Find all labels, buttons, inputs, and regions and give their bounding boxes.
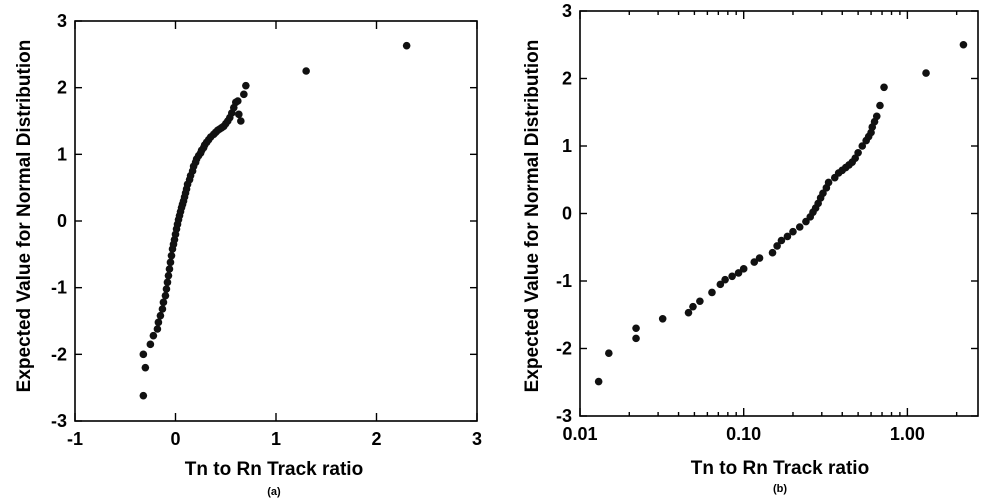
data-point-b-38 — [854, 148, 862, 157]
x-tick-label-a-0: -1 — [67, 429, 83, 449]
x-tick-label-a-3: 2 — [371, 429, 381, 449]
data-point-a-9 — [159, 298, 168, 307]
y-tick-label-a-5: 2 — [57, 78, 67, 98]
data-point-a-0 — [139, 391, 148, 400]
y-tick-label-a-0: -3 — [51, 411, 67, 431]
data-point-b-5 — [684, 308, 693, 317]
data-point-a-63 — [242, 81, 250, 90]
data-point-a-15 — [166, 258, 175, 267]
y-tick-label-b-0: -3 — [556, 406, 572, 426]
points-a — [139, 41, 411, 400]
plot-frame-a — [74, 20, 478, 422]
x-axis-label-a: Tn to Rn Track ratio — [185, 459, 363, 480]
y-tick-label-a-1: -2 — [51, 344, 67, 364]
data-point-b-17 — [773, 242, 781, 250]
x-tick-label-b-0: 0.01 — [562, 424, 597, 444]
data-point-a-61 — [237, 117, 245, 125]
data-point-b-18 — [777, 236, 786, 245]
data-point-b-9 — [716, 280, 725, 289]
plot-frame-b — [579, 10, 979, 417]
y-axis-label-a: Expected Value for Normal Distribution — [14, 40, 35, 393]
data-point-b-46 — [876, 101, 884, 110]
data-point-b-4 — [658, 315, 667, 323]
data-point-b-12 — [734, 269, 743, 277]
data-point-b-21 — [795, 223, 804, 231]
data-point-b-2 — [632, 334, 640, 343]
data-point-a-6 — [154, 318, 163, 327]
data-point-b-13 — [739, 265, 748, 273]
data-point-a-60 — [235, 110, 243, 119]
data-point-a-16 — [167, 251, 176, 260]
y-tick-label-b-3: 0 — [562, 204, 572, 224]
data-point-b-49 — [959, 40, 968, 49]
panel-label-b: (b) — [773, 483, 787, 495]
data-point-b-45 — [872, 112, 881, 121]
data-point-b-0 — [594, 377, 603, 386]
data-point-b-11 — [728, 272, 736, 281]
data-point-a-7 — [156, 311, 165, 320]
data-point-a-12 — [163, 278, 172, 287]
ticks-b: -3 -2 -1 0 1 2 3 0.01 0.10 1.00 — [556, 1, 978, 444]
data-point-a-65 — [402, 41, 411, 50]
data-point-a-11 — [162, 285, 171, 293]
data-point-a-13 — [164, 271, 173, 280]
y-tick-label-a-4: 1 — [57, 144, 67, 164]
data-point-a-8 — [158, 305, 167, 313]
y-tick-label-a-6: 3 — [57, 11, 67, 31]
data-point-a-62 — [240, 90, 248, 99]
x-tick-label-a-1: 0 — [170, 429, 180, 449]
data-point-a-4 — [149, 331, 158, 340]
data-point-a-5 — [153, 325, 162, 333]
data-point-b-6 — [689, 302, 697, 311]
data-point-b-7 — [696, 297, 704, 306]
data-point-b-14 — [750, 258, 759, 266]
panel-label-a: (a) — [267, 486, 281, 498]
x-tick-label-b-2: 1.00 — [890, 424, 925, 444]
data-point-a-64 — [302, 67, 310, 75]
x-axis-label-b: Tn to Rn Track ratio — [691, 458, 869, 479]
y-axis-label-b: Expected Value for Normal Distribution — [522, 40, 543, 393]
data-point-a-2 — [141, 363, 150, 372]
data-point-a-59 — [234, 97, 242, 105]
y-tick-label-a-3: 0 — [57, 211, 67, 231]
data-point-b-15 — [755, 254, 764, 262]
y-tick-label-b-4: 1 — [562, 136, 572, 156]
data-point-b-16 — [768, 248, 777, 257]
ticks-a: -3 -2 -1 0 1 2 3 -1 0 1 2 3 — [51, 11, 482, 449]
data-point-b-47 — [880, 83, 888, 92]
data-point-b-8 — [708, 288, 716, 297]
data-point-b-3 — [632, 324, 640, 333]
data-point-a-14 — [165, 265, 174, 273]
data-point-b-28 — [819, 189, 827, 198]
x-tick-label-b-1: 0.10 — [726, 424, 761, 444]
y-tick-label-b-6: 3 — [562, 1, 572, 21]
data-point-b-19 — [783, 232, 792, 241]
data-point-b-48 — [922, 69, 930, 77]
chart-panel-a: Expected Value for Normal Distribution -… — [14, 11, 482, 498]
data-point-b-10 — [721, 275, 729, 284]
data-point-b-39 — [858, 142, 867, 150]
data-point-b-30 — [824, 178, 833, 187]
points-b — [594, 40, 968, 386]
y-tick-label-b-5: 2 — [562, 69, 572, 89]
x-tick-label-a-4: 3 — [472, 429, 482, 449]
data-point-a-1 — [139, 350, 148, 359]
data-point-a-3 — [146, 340, 155, 349]
data-point-b-1 — [605, 349, 613, 358]
data-point-a-10 — [161, 291, 170, 300]
y-tick-label-b-1: -2 — [556, 339, 572, 359]
chart-panel-b: Expected Value for Normal Distribution -… — [522, 1, 979, 495]
y-tick-label-a-2: -1 — [51, 278, 67, 298]
x-tick-label-a-2: 1 — [271, 429, 281, 449]
y-tick-label-b-2: -1 — [556, 271, 572, 291]
data-point-b-20 — [789, 227, 797, 236]
